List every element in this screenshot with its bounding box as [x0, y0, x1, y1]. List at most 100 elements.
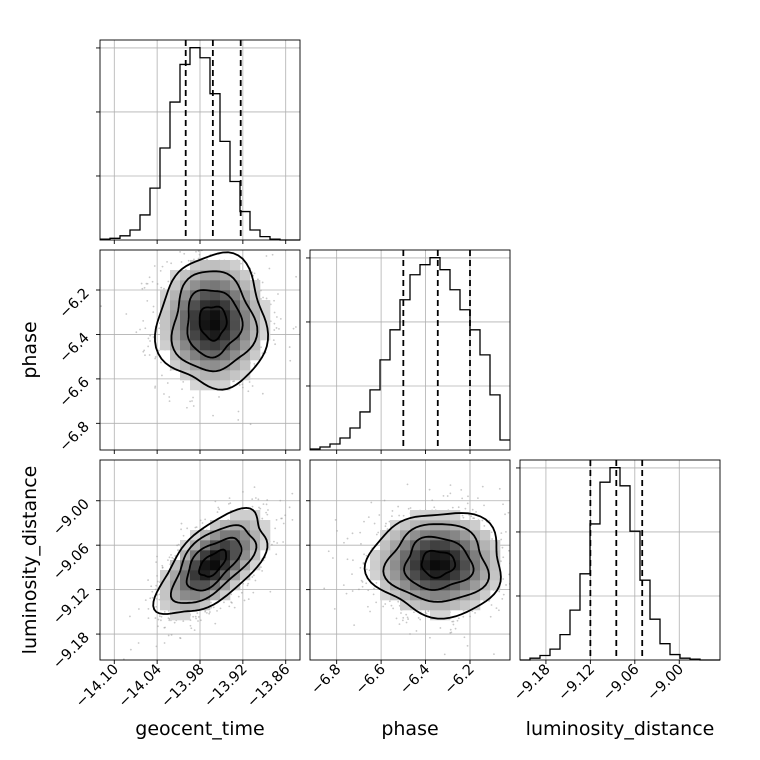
scatter-point — [405, 613, 408, 616]
scatter-point — [375, 533, 378, 536]
histogram-bar — [310, 257, 510, 450]
density-cell — [210, 520, 221, 531]
scatter-point — [471, 508, 474, 511]
scatter-point — [461, 497, 464, 500]
scatter-point — [451, 506, 454, 509]
scatter-point — [273, 299, 275, 302]
scatter-point — [407, 507, 410, 510]
scatter-point — [155, 584, 158, 587]
scatter-point — [366, 605, 369, 608]
density-cell — [210, 310, 221, 321]
scatter-point — [210, 601, 212, 604]
scatter-point — [154, 357, 157, 360]
density-cell — [200, 370, 211, 381]
density-cell — [220, 520, 231, 531]
scatter-point — [194, 526, 197, 529]
x-tick-label: −6.8 — [308, 662, 344, 698]
density-cell — [200, 360, 211, 371]
density-cell — [220, 260, 231, 271]
density-cell — [450, 540, 461, 551]
density-cell — [410, 580, 421, 591]
scatter-point — [251, 385, 254, 387]
scatter-point — [261, 392, 264, 395]
scatter-point — [367, 589, 370, 592]
density-cell — [470, 580, 481, 591]
density-cell — [410, 520, 421, 531]
scatter-point — [192, 615, 195, 618]
panel-frame — [309, 249, 511, 451]
scatter-point — [433, 506, 436, 509]
scatter-point — [385, 522, 387, 525]
scatter-point — [367, 516, 370, 519]
density-cell — [210, 360, 221, 371]
density-cell — [250, 510, 261, 521]
density-cell — [170, 580, 181, 591]
density-cell — [180, 610, 191, 621]
scatter-point — [236, 244, 238, 246]
y-axis-title-luminosity-distance: luminosity_distance — [19, 466, 41, 655]
scatter-point — [170, 262, 173, 265]
scatter-point — [146, 299, 149, 302]
density-cell — [220, 560, 231, 571]
scatter-point — [166, 382, 169, 384]
panels-group: −14.10−14.04−13.98−13.92−13.86 geocent_ti… — [19, 39, 721, 740]
scatter-point — [295, 275, 297, 278]
density-cell — [220, 530, 231, 541]
density-cell — [210, 330, 221, 341]
scatter-point — [271, 253, 274, 256]
scatter-point — [502, 556, 505, 559]
scatter-panel-geocent-time-vs-phase — [96, 244, 301, 454]
density-cell — [220, 550, 231, 561]
density-cell — [190, 260, 201, 271]
scatter-point — [156, 283, 159, 285]
contour-line — [363, 512, 502, 620]
density-cell — [190, 570, 201, 581]
density-cell — [230, 310, 241, 321]
x-tick-label: −9.12 — [555, 662, 598, 705]
density-cell — [240, 530, 251, 541]
scatter-point — [346, 537, 349, 540]
scatter-point — [150, 585, 153, 588]
scatter-point — [144, 327, 147, 330]
scatter-point — [168, 396, 171, 398]
scatter-point — [373, 522, 376, 525]
scatter-point — [158, 327, 161, 330]
scatter-point — [252, 591, 255, 594]
density-cell — [210, 580, 221, 591]
scatter-point — [504, 513, 506, 516]
density-cell — [460, 570, 471, 581]
density-cell — [250, 340, 261, 351]
density-cell — [470, 560, 481, 571]
density-cell — [220, 370, 231, 381]
x-tick-label: −6.2 — [442, 662, 478, 698]
scatter-point — [257, 498, 260, 501]
x-tick-label: −13.92 — [201, 662, 250, 711]
density-cell — [180, 310, 191, 321]
scatter-point — [144, 354, 146, 357]
density-cell — [420, 590, 431, 601]
scatter-point — [402, 514, 405, 517]
scatter-point — [265, 255, 268, 257]
scatter-point — [143, 349, 146, 352]
scatter-point — [241, 386, 244, 389]
density-cell — [250, 540, 261, 551]
density-cell — [430, 600, 441, 611]
scatter-point — [469, 615, 471, 618]
density-cell — [220, 360, 231, 371]
scatter-point — [260, 298, 262, 300]
density-cell — [450, 510, 461, 521]
scatter-point — [334, 518, 337, 521]
density-cell — [460, 520, 471, 531]
scatter-point — [240, 591, 243, 594]
contour-line — [420, 549, 457, 579]
scatter-point — [525, 585, 527, 587]
scatter-point — [161, 566, 164, 569]
scatter-point — [269, 303, 272, 306]
density-cell — [190, 280, 201, 291]
scatter-point — [167, 280, 170, 283]
scatter-point — [462, 615, 465, 618]
scatter-point — [146, 282, 149, 285]
density-cell — [220, 350, 231, 361]
density-cell — [240, 320, 251, 331]
scatter-point — [182, 620, 185, 622]
